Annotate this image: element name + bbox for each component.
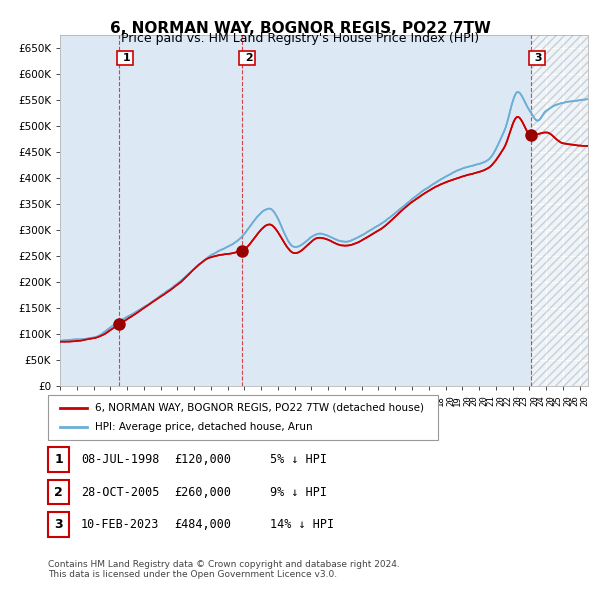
- Text: Price paid vs. HM Land Registry's House Price Index (HPI): Price paid vs. HM Land Registry's House …: [121, 32, 479, 45]
- Text: 14% ↓ HPI: 14% ↓ HPI: [270, 518, 334, 531]
- Text: 6, NORMAN WAY, BOGNOR REGIS, PO22 7TW: 6, NORMAN WAY, BOGNOR REGIS, PO22 7TW: [110, 21, 490, 35]
- Text: 28-OCT-2005: 28-OCT-2005: [81, 486, 160, 499]
- Text: £260,000: £260,000: [174, 486, 231, 499]
- Text: 6, NORMAN WAY, BOGNOR REGIS, PO22 7TW (detached house): 6, NORMAN WAY, BOGNOR REGIS, PO22 7TW (d…: [95, 403, 424, 412]
- Bar: [531, 35, 588, 386]
- Text: 3: 3: [531, 53, 542, 63]
- Bar: [60, 35, 531, 386]
- Text: £120,000: £120,000: [174, 453, 231, 466]
- Text: £484,000: £484,000: [174, 518, 231, 531]
- Text: HPI: Average price, detached house, Arun: HPI: Average price, detached house, Arun: [95, 422, 313, 432]
- Text: 10-FEB-2023: 10-FEB-2023: [81, 518, 160, 531]
- Text: 3: 3: [54, 518, 63, 531]
- Text: 5% ↓ HPI: 5% ↓ HPI: [270, 453, 327, 466]
- Text: 2: 2: [54, 486, 63, 499]
- Text: 2: 2: [242, 53, 253, 63]
- Text: 08-JUL-1998: 08-JUL-1998: [81, 453, 160, 466]
- Text: 1: 1: [54, 453, 63, 466]
- Text: 9% ↓ HPI: 9% ↓ HPI: [270, 486, 327, 499]
- Text: Contains HM Land Registry data © Crown copyright and database right 2024.
This d: Contains HM Land Registry data © Crown c…: [48, 560, 400, 579]
- Text: 1: 1: [119, 53, 131, 63]
- FancyBboxPatch shape: [48, 395, 438, 440]
